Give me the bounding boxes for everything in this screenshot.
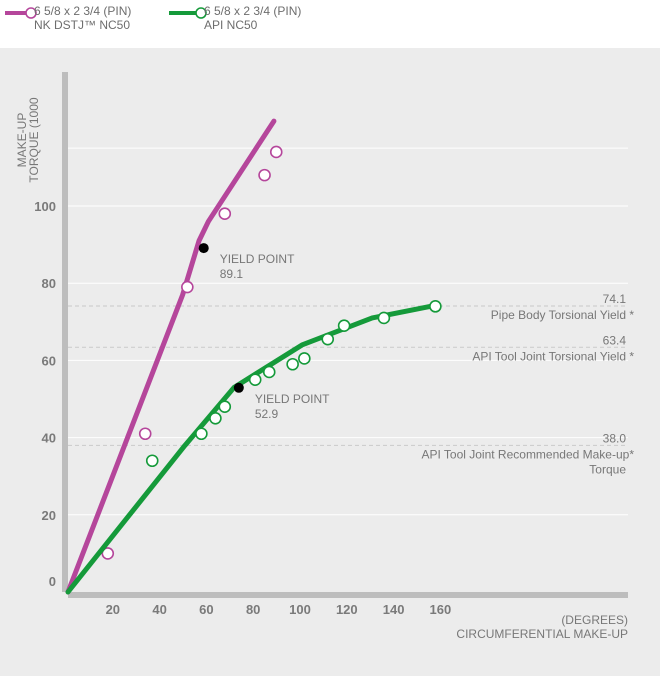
series-1-point-0 [145,454,159,468]
series-1-point-3 [218,400,232,414]
series-0-point-0 [101,547,115,560]
series-1-point-8 [321,332,335,346]
legend-api-line1: 6 5/8 x 2 3/4 (PIN) [204,4,302,18]
yield-point-value-0: 89.1 [220,267,244,281]
y-axis-title-line1: MAKE-UP [15,113,29,168]
reference-label-1: API Tool Joint Torsional Yield * [472,349,634,363]
series-1-point-11 [429,300,442,313]
x-tick-label-80: 80 [246,602,260,617]
yield-point-0 [198,243,209,254]
legend: 6 5/8 x 2 3/4 (PIN) NK DSTJ™ NC50 6 5/8 … [0,0,660,48]
x-tick-label-160: 160 [430,602,452,617]
series-0-point-2 [181,280,194,294]
x-tick-label-40: 40 [152,602,166,617]
reference-value-1: 63.4 [603,333,627,347]
series-1-point-2 [209,411,222,425]
y-tick-label-0: 0 [49,574,56,589]
series-1-point-6 [286,357,299,371]
x-axis [68,592,628,598]
legend-nk-line2: NK DSTJ™ NC50 [34,18,131,32]
series-1-point-10 [377,311,391,325]
legend-api-line2: API NC50 [204,18,258,32]
yield-point-1 [233,382,244,393]
series-1-point-1 [195,427,208,441]
y-tick-label-60: 60 [42,353,56,368]
series-1-point-5 [262,365,276,379]
reference-value-2: 38.0 [603,431,627,445]
reference-label2-2: Torque [589,462,626,476]
series-1-point-9 [337,319,351,332]
reference-label-0: Pipe Body Torsional Yield * [491,308,635,322]
x-tick-label-140: 140 [383,602,405,617]
x-axis-title-line1: (DEGREES) [561,613,628,627]
x-tick-label-20: 20 [106,602,120,617]
chart-panel: 74.1 Pipe Body Torsional Yield * 63.4 API T… [0,48,660,676]
x-tick-label-120: 120 [336,602,358,617]
y-tick-label-100: 100 [34,199,56,214]
yield-point-label-1: YIELD POINT [255,392,330,406]
series-0-point-3 [218,207,232,221]
yield-point-value-1: 52.9 [255,407,279,421]
series-0-point-5 [269,145,283,159]
legend-swatch-nk [5,7,37,19]
legend-item-api: 6 5/8 x 2 3/4 (PIN) API NC50 [204,4,301,32]
yield-point-label-0: YIELD POINT [220,252,295,266]
series-1-point-7 [298,352,311,365]
legend-nk-line1: 6 5/8 x 2 3/4 (PIN) [34,4,132,18]
series-1-point-4 [248,373,262,387]
y-axis-title-line2: TORQUE (1000 [27,97,41,182]
x-axis-title-line2: CIRCUMFERENTIAL MAKE-UP [456,627,628,641]
legend-swatch-api [169,7,207,19]
reference-value-0: 74.1 [603,292,627,306]
series-0-point-1 [138,427,152,441]
series-line-0 [65,118,277,595]
series-0-point-4 [258,168,271,182]
legend-item-nk: 6 5/8 x 2 3/4 (PIN) NK DSTJ™ NC50 [34,4,131,32]
torque-chart: 74.1 Pipe Body Torsional Yield * 63.4 API T… [15,72,635,641]
y-tick-label-80: 80 [42,276,56,291]
x-tick-label-60: 60 [199,602,213,617]
y-axis [62,72,68,592]
y-tick-label-40: 40 [42,431,56,446]
y-tick-label-20: 20 [42,508,56,523]
x-tick-label-100: 100 [289,602,311,617]
reference-label-2: API Tool Joint Recommended Make-up* [421,447,634,461]
